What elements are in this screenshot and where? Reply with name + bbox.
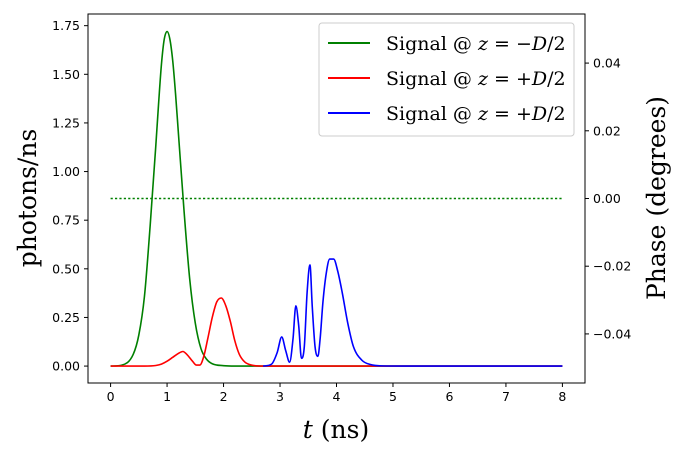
- y-tick-label: 1.25: [52, 115, 80, 130]
- x-tick-label: 5: [389, 389, 397, 404]
- y-tick-label: 0.75: [52, 213, 80, 228]
- series-layer: [110, 30, 563, 367]
- y-axis-title: photons/ns: [13, 129, 42, 268]
- y-tick-label: 0.00: [52, 359, 80, 374]
- x-tick-label: 7: [502, 389, 510, 404]
- y2-tick-label: −0.02: [593, 259, 631, 274]
- y2-tick-label: −0.04: [593, 326, 631, 341]
- y2-tick-label: 0.04: [593, 56, 621, 71]
- y-tick-label: 1.75: [52, 18, 80, 33]
- legend-box: [318, 22, 575, 137]
- x-tick-label: 3: [276, 389, 284, 404]
- x-tick-label: 4: [333, 389, 341, 404]
- y-tick-label: 1.00: [52, 164, 80, 179]
- x-tick-label: 0: [107, 389, 115, 404]
- x-tick-label: 6: [445, 389, 453, 404]
- y-tick-label: 1.50: [52, 67, 80, 82]
- legend: Signal @ z = −D/2 Signal @ z = +D/2 Sign…: [318, 22, 575, 137]
- series-line-red: [110, 297, 563, 367]
- y2-tick-label: 0.00: [593, 191, 621, 206]
- x-tick-label: 1: [163, 389, 171, 404]
- ticks-layer: 0 1 2 3 4 5 6 7 8 0.00 0.25 0.50 0.75 1.00 1.25 1.50 1.7…: [52, 18, 631, 404]
- y2-axis-title: Phase (degrees): [642, 96, 671, 300]
- legend-entry-1: Signal @ z = −D/2: [386, 33, 566, 55]
- x-axis-title: t (ns): [303, 415, 369, 444]
- x-tick-label: 2: [220, 389, 228, 404]
- plot-frame: [87, 13, 586, 384]
- legend-entry-3: Signal @ z = +D/2: [386, 103, 566, 125]
- x-tick-label: 8: [558, 389, 566, 404]
- series-line-blue: [262, 258, 563, 367]
- y-tick-label: 0.25: [52, 310, 80, 325]
- y-tick-label: 0.50: [52, 261, 80, 276]
- y2-tick-label: 0.02: [593, 123, 621, 138]
- legend-entry-2: Signal @ z = +D/2: [386, 68, 566, 90]
